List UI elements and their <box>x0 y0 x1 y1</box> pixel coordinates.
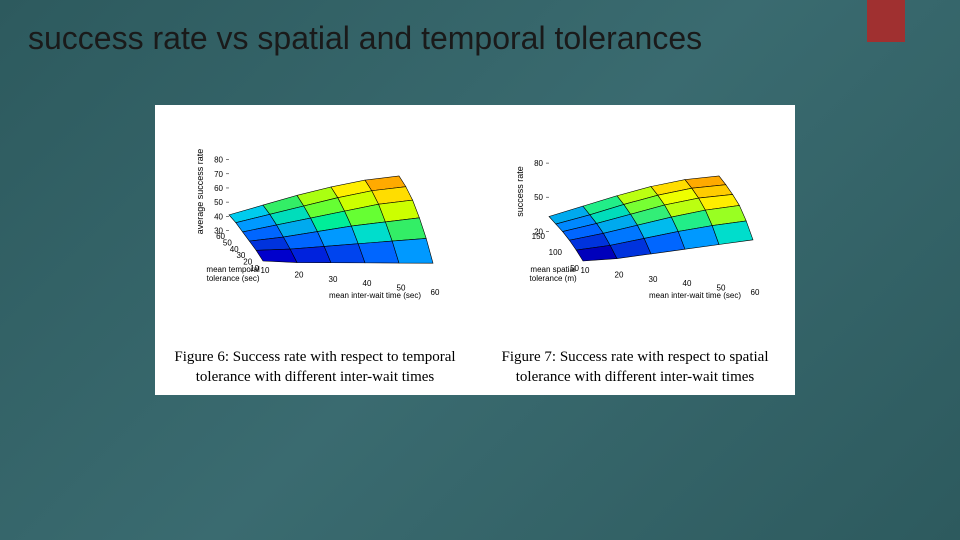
figure-container: 30 40 50 60 70 80 average success rate 10 20 30 40… <box>155 105 795 395</box>
svg-text:success rate: success rate <box>515 166 525 217</box>
svg-text:20: 20 <box>615 270 624 279</box>
svg-text:80: 80 <box>534 159 543 168</box>
panel-right: 205080success rate102030405060mean inter… <box>475 105 795 395</box>
svg-text:mean inter-wait time (sec): mean inter-wait time (sec) <box>329 291 421 300</box>
svg-text:mean inter-wait time (sec): mean inter-wait time (sec) <box>649 291 741 300</box>
svg-text:60: 60 <box>751 288 760 297</box>
svg-text:10: 10 <box>261 266 270 275</box>
svg-text:30: 30 <box>329 275 338 284</box>
svg-text:mean temporaltolerance (sec): mean temporaltolerance (sec) <box>206 265 260 283</box>
svg-text:10: 10 <box>581 266 590 275</box>
svg-text:70: 70 <box>214 170 223 179</box>
svg-text:20: 20 <box>295 270 304 279</box>
svg-text:50: 50 <box>214 198 223 207</box>
svg-text:30: 30 <box>649 275 658 284</box>
svg-text:100: 100 <box>549 248 563 257</box>
svg-text:average success rate: average success rate <box>195 149 205 235</box>
caption-right: Figure 7: Success rate with respect to s… <box>475 348 795 387</box>
surface-plot-left: 304050607080average success rate10203040… <box>195 113 465 308</box>
svg-text:60: 60 <box>216 232 225 241</box>
surface-plot-right: 205080success rate102030405060mean inter… <box>515 113 785 308</box>
svg-text:mean spatialtolerance (m): mean spatialtolerance (m) <box>530 265 577 283</box>
svg-text:40: 40 <box>683 279 692 288</box>
accent-bar <box>867 0 905 42</box>
svg-text:80: 80 <box>214 156 223 165</box>
slide-title: success rate vs spatial and temporal tol… <box>28 20 702 57</box>
svg-text:50: 50 <box>534 193 543 202</box>
svg-text:150: 150 <box>532 232 546 241</box>
panel-left: 304050607080average success rate10203040… <box>155 105 475 395</box>
svg-text:60: 60 <box>214 184 223 193</box>
svg-text:40: 40 <box>363 279 372 288</box>
caption-left: Figure 6: Success rate with respect to t… <box>155 348 475 387</box>
svg-text:60: 60 <box>431 288 440 297</box>
svg-text:40: 40 <box>214 212 223 221</box>
